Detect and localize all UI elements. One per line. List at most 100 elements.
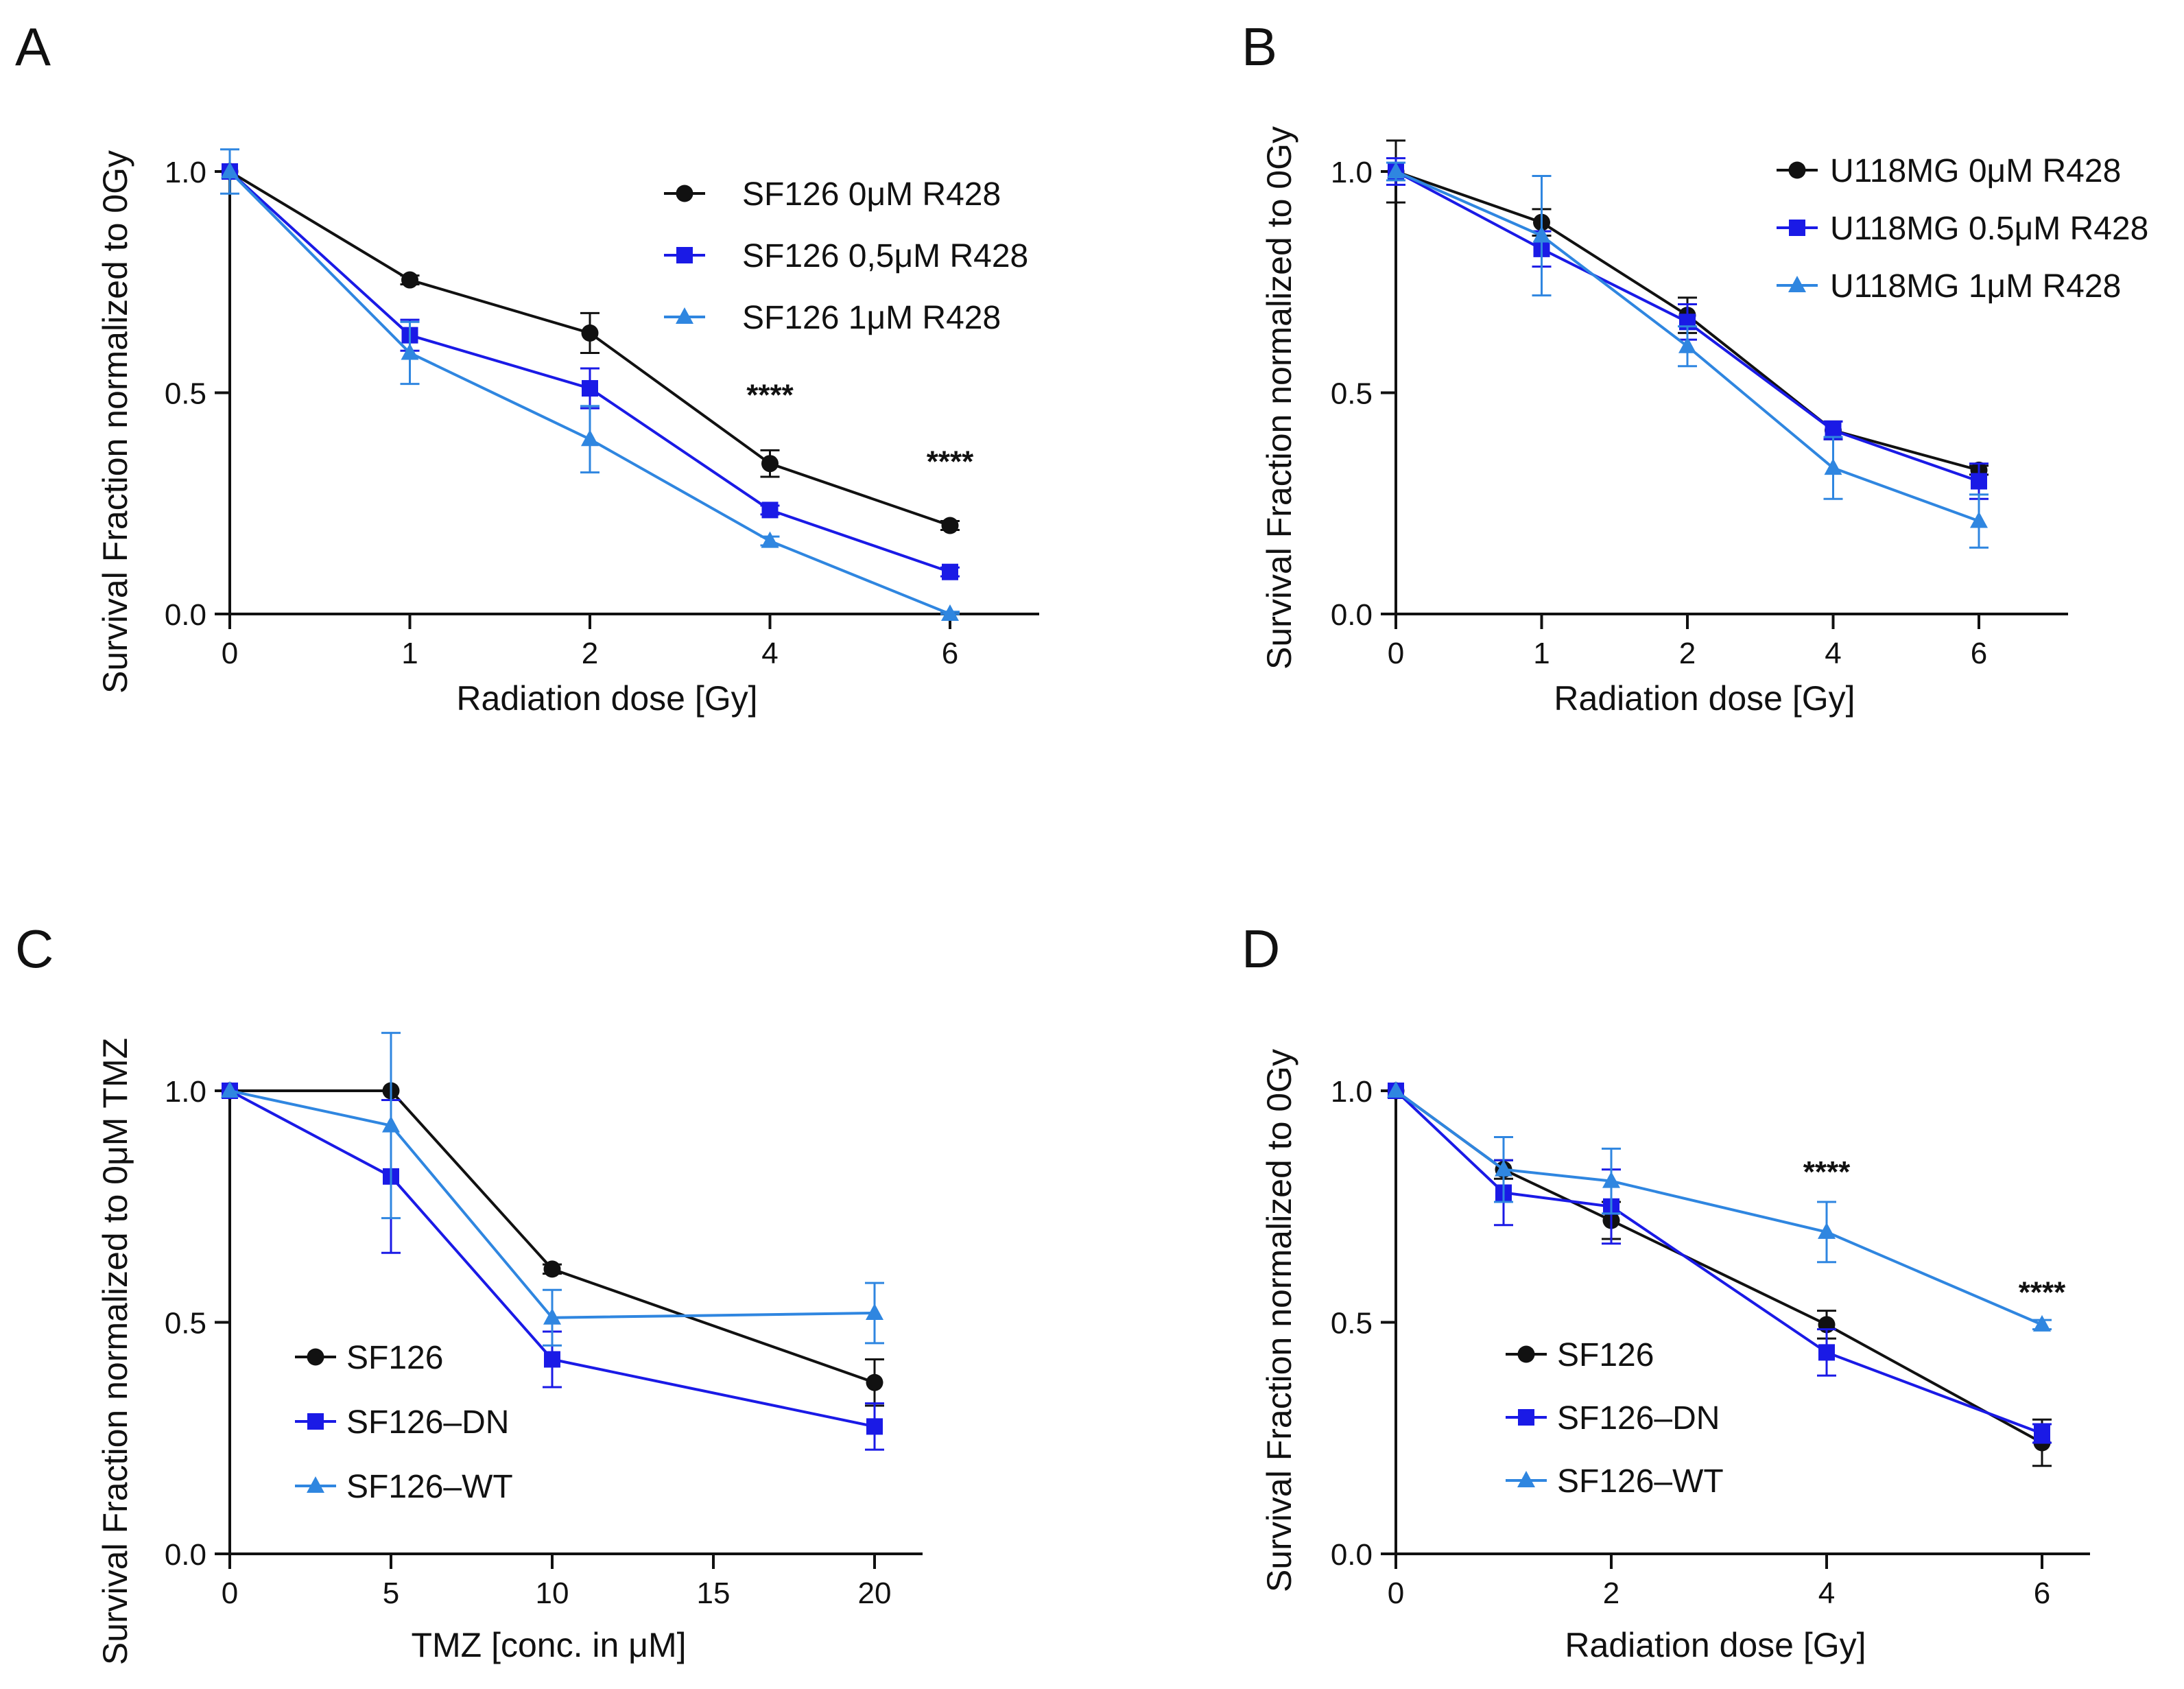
panel-d: D 0.0 0.5 1.0 0 2 4 6 Radiation dose [Gy] Surviva…: [1242, 919, 2090, 1664]
x-axis-title: Radiation dose [Gy]: [1554, 679, 1855, 718]
x-tick-label: 20: [858, 1576, 892, 1610]
data-point: [866, 1418, 883, 1435]
series-1: [1388, 1083, 2052, 1444]
legend-label: SF126 0μM R428: [742, 176, 1001, 213]
data-point: [1818, 1344, 1835, 1361]
series-line: [1394, 1089, 2043, 1444]
y-tick-label: 1.0: [165, 156, 206, 189]
data-point: [761, 455, 779, 473]
x-tick-label: 6: [942, 637, 958, 670]
x-axis-title: TMZ [conc. in μM]: [411, 1626, 686, 1664]
series-line: [230, 1089, 875, 1384]
series-line: [1394, 1089, 2043, 1435]
legend-marker: [1517, 1345, 1535, 1363]
data-point: [582, 380, 598, 397]
series-2: [1387, 1081, 2052, 1332]
x-tick-label: 2: [582, 637, 598, 670]
legend-marker: [676, 247, 693, 263]
x-axis-title: Radiation dose [Gy]: [456, 679, 757, 718]
legend-label: SF126 1μM R428: [742, 300, 1001, 336]
legend-label: SF126–WT: [1557, 1463, 1724, 1500]
data-point: [544, 1351, 560, 1368]
data-point: [581, 324, 599, 342]
significance-label: ****: [2019, 1275, 2066, 1309]
data-point: [543, 1308, 561, 1325]
y-axis-title: Survival Fraction normalized to 0Gy: [1260, 1049, 1298, 1592]
legend-entry: SF126–DN: [295, 1404, 509, 1441]
data-point: [221, 1081, 239, 1098]
x-tick-label: 6: [1971, 637, 1987, 670]
legend-label: SF126: [1557, 1337, 1654, 1373]
legend-label: U118MG 0.5μM R428: [1830, 211, 2148, 247]
legend-label: U118MG 0μM R428: [1830, 153, 2121, 189]
y-tick-label: 0.0: [1331, 1538, 1373, 1572]
y-tick-label: 0.0: [165, 598, 206, 632]
x-tick-label: 4: [1818, 1576, 1835, 1610]
data-point: [401, 343, 419, 360]
x-tick-label: 6: [2034, 1576, 2050, 1610]
legend-marker: [307, 1476, 324, 1493]
x-tick-label: 1: [1533, 637, 1550, 670]
y-tick-label: 0.0: [1331, 598, 1373, 632]
x-tick-label: 15: [697, 1576, 731, 1610]
x-tick-label: 5: [383, 1576, 399, 1610]
legend-label: SF126: [346, 1340, 443, 1376]
x-tick-label: 1: [401, 637, 418, 670]
data-point: [761, 501, 779, 519]
data-point: [1495, 1159, 1512, 1177]
legend-entry: U118MG 1μM R428: [1777, 268, 2121, 305]
x-axis-title: Radiation dose [Gy]: [1565, 1626, 1866, 1664]
legend-entry: SF126: [295, 1340, 443, 1376]
legend-marker: [1788, 276, 1806, 292]
legend-entry: SF126: [1506, 1337, 1654, 1373]
data-point: [1602, 1171, 1620, 1188]
legend-label: SF126 0,5μM R428: [742, 238, 1028, 274]
series-line: [229, 1089, 875, 1428]
x-tick-label: 4: [761, 637, 778, 670]
data-point: [761, 531, 779, 548]
data-point: [2033, 1314, 2051, 1332]
legend-label: U118MG 1μM R428: [1830, 268, 2121, 305]
legend-marker: [1788, 161, 1806, 179]
y-tick-label: 1.0: [1331, 1075, 1373, 1109]
x-tick-label: 2: [1603, 1576, 1619, 1610]
data-point: [1970, 511, 1988, 528]
significance-label: ****: [1803, 1155, 1851, 1189]
legend-marker: [1517, 1471, 1535, 1487]
data-point: [1971, 473, 1987, 490]
series-1: [222, 163, 960, 580]
y-tick-label: 1.0: [165, 1075, 206, 1109]
x-tick-label: 0: [1388, 1576, 1404, 1610]
data-point: [1387, 162, 1405, 178]
legend-label: SF126–DN: [346, 1404, 509, 1441]
panel-b: B 0.0 0.5 1.0 0 1 2 4 6 Radiation dose [Gy] Surviv…: [1242, 16, 2148, 718]
data-point: [1824, 458, 1842, 475]
y-axis-title: Survival Fraction normalized to 0Gy: [96, 150, 134, 694]
legend-marker: [676, 185, 693, 202]
data-point: [221, 162, 239, 178]
data-point: [401, 271, 418, 289]
significance-label: ****: [746, 379, 794, 412]
panel-label: B: [1242, 16, 1277, 77]
series-2: [221, 1032, 884, 1347]
data-point: [581, 429, 599, 447]
x-tick-label: 0: [222, 1576, 238, 1610]
legend-marker: [1518, 1409, 1534, 1426]
legend-entry: SF126–DN: [1506, 1400, 1720, 1437]
data-point: [2034, 1425, 2050, 1442]
y-tick-label: 0.5: [165, 1307, 206, 1340]
legend-entry: SF126–WT: [1506, 1463, 1724, 1500]
legend-entry: U118MG 0.5μM R428: [1777, 211, 2148, 247]
panel-label: C: [15, 919, 54, 979]
data-point: [866, 1373, 883, 1391]
legend-marker: [307, 1348, 324, 1366]
data-point: [1825, 422, 1842, 439]
data-point: [941, 517, 959, 534]
panel-label: A: [15, 16, 51, 77]
data-point: [941, 604, 959, 621]
series-line: [1394, 1089, 2043, 1326]
panel-c: C 0.0 0.5 1.0 0 5 10 15 20 TMZ [conc. in μM] Survi…: [15, 919, 923, 1665]
y-tick-label: 0.5: [1331, 377, 1373, 411]
legend-entry: SF126 1μM R428: [664, 300, 1001, 336]
